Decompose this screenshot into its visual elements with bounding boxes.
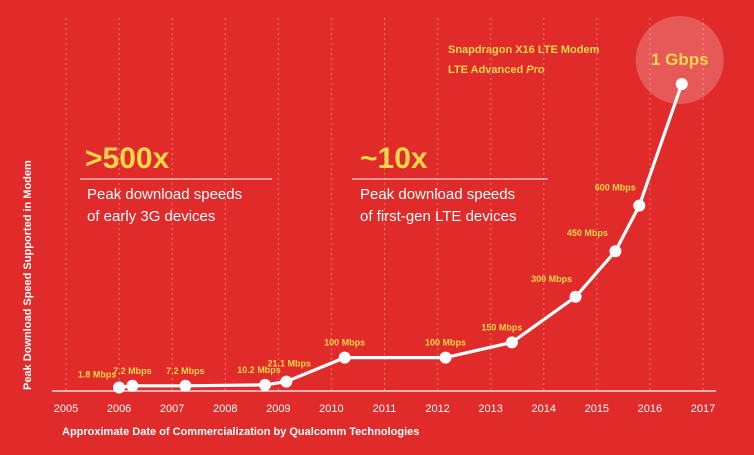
data-label-6: 100 Mbps xyxy=(425,338,466,348)
data-point-8 xyxy=(569,290,582,303)
data-label-3: 10.2 Mbps xyxy=(237,365,281,375)
data-point-11 xyxy=(675,78,688,90)
x-tick-2013: 2013 xyxy=(478,403,502,415)
modem-tech-pro: Pro xyxy=(526,64,545,76)
gbps-highlight-circle xyxy=(635,16,724,104)
callout-3g: >500x Peak download speeds of early 3G d… xyxy=(80,142,272,225)
data-label-10: 600 Mbps xyxy=(595,183,636,193)
data-point-7 xyxy=(505,336,518,349)
y-axis-title: Peak Download Speed Supported in Modem xyxy=(22,160,34,390)
x-tick-2014: 2014 xyxy=(532,403,556,415)
data-point-1 xyxy=(126,379,139,392)
data-point-4 xyxy=(280,375,293,388)
data-point-5 xyxy=(338,351,351,364)
data-point-2 xyxy=(179,379,192,392)
data-point-0 xyxy=(113,381,126,394)
x-tick-2008: 2008 xyxy=(213,403,237,415)
data-point-9 xyxy=(609,245,622,258)
series-path xyxy=(118,83,684,390)
x-tick-2005: 2005 xyxy=(54,403,78,415)
callout-lte: ~10x Peak download speeds of first-gen L… xyxy=(352,142,548,225)
x-tick-2010: 2010 xyxy=(319,403,343,415)
callout-3g-line1: Peak download speeds xyxy=(87,186,242,203)
x-tick-2016: 2016 xyxy=(638,403,662,415)
x-tick-2009: 2009 xyxy=(266,403,290,415)
callout-3g-line2: of early 3G devices xyxy=(87,208,215,225)
modem-tech: LTE Advanced Pro xyxy=(448,64,545,76)
x-tick-2012: 2012 xyxy=(425,403,449,415)
data-label-0: 1.8 Mbps xyxy=(78,369,117,379)
gbps-highlight-label: 1 Gbps xyxy=(651,50,709,69)
data-point-3 xyxy=(259,378,272,391)
data-label-9: 450 Mbps xyxy=(567,228,608,238)
data-label-8: 300 Mbps xyxy=(531,274,572,284)
data-point-6 xyxy=(439,351,452,364)
callout-lte-big: ~10x xyxy=(360,142,428,175)
data-point-10 xyxy=(633,199,646,212)
data-label-2: 7.2 Mbps xyxy=(166,366,205,376)
grid-lines xyxy=(65,18,704,391)
x-tick-2015: 2015 xyxy=(585,403,609,415)
x-tick-2011: 2011 xyxy=(373,403,397,415)
data-label-4: 21.1 Mbps xyxy=(268,359,312,369)
callout-lte-line1: Peak download speeds xyxy=(360,186,515,203)
data-label-7: 150 Mbps xyxy=(481,322,522,332)
x-tick-2006: 2006 xyxy=(107,403,131,415)
data-points xyxy=(113,78,688,394)
x-tick-2007: 2007 xyxy=(160,403,184,415)
data-label-5: 100 Mbps xyxy=(324,338,365,348)
data-label-1: 7.2 Mbps xyxy=(113,366,152,376)
x-tick-labels: 2005 2006 2007 2008 2009 2010 2011 2012 2013 2014… xyxy=(54,403,715,415)
modem-name: Snapdragon X16 LTE Modem xyxy=(448,44,600,56)
x-axis-title: Approximate Date of Commercialization by… xyxy=(62,426,419,438)
callout-lte-line2: of first-gen LTE devices xyxy=(360,208,516,225)
modem-tech-prefix: LTE Advanced xyxy=(448,64,526,76)
callout-3g-big: >500x xyxy=(85,142,170,175)
series-line xyxy=(118,83,684,390)
x-tick-2017: 2017 xyxy=(691,403,715,415)
